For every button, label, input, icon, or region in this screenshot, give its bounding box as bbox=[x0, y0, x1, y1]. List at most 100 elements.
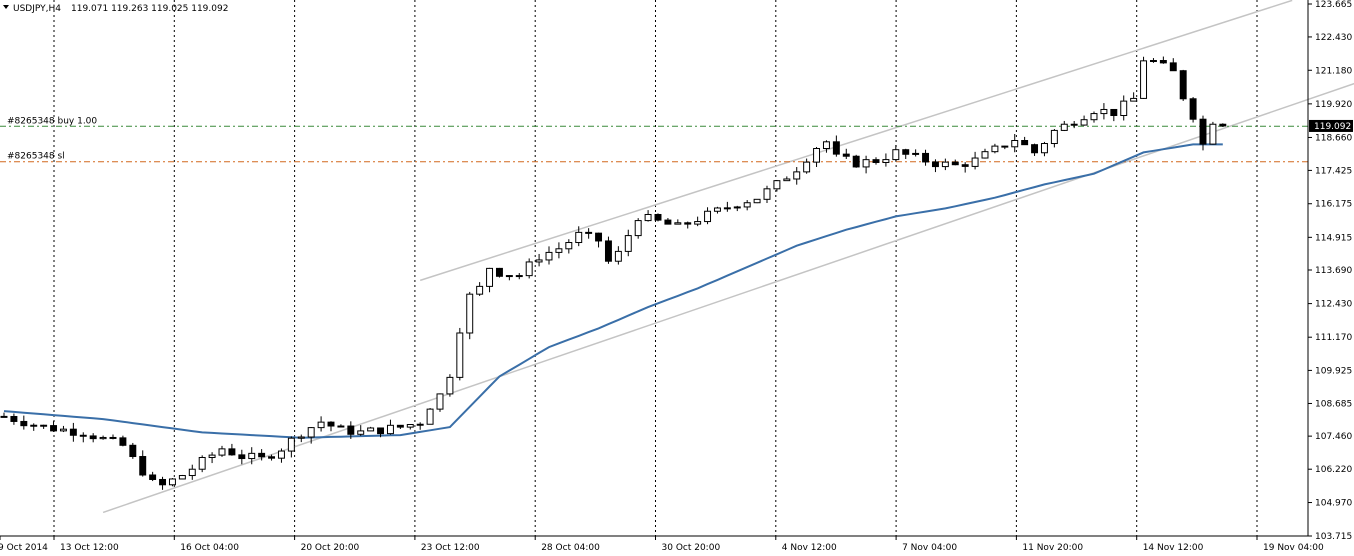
candle bbox=[89, 433, 97, 443]
x-tick-label: 19 Nov 04:00 bbox=[1263, 543, 1324, 553]
candle bbox=[208, 452, 216, 464]
y-tick-label: 122.430 bbox=[1315, 33, 1352, 43]
y-tick-label: 112.430 bbox=[1315, 300, 1352, 310]
candle bbox=[1100, 103, 1108, 120]
y-tick-label: 119.920 bbox=[1315, 100, 1352, 110]
candle bbox=[1209, 121, 1217, 145]
candle bbox=[188, 464, 196, 480]
candle bbox=[822, 140, 830, 153]
candle bbox=[971, 151, 979, 170]
x-tick-label: 14 Nov 12:00 bbox=[1143, 543, 1204, 553]
candle bbox=[803, 158, 811, 174]
trendlines[interactable] bbox=[102, 0, 1354, 514]
candle bbox=[1031, 143, 1039, 156]
candle bbox=[545, 246, 553, 265]
price-axis[interactable]: 123.665 122.430 121.180 119.920 118.660 117.4… bbox=[1308, 0, 1353, 542]
candle bbox=[575, 226, 583, 247]
candle bbox=[1021, 136, 1029, 146]
x-tick-label: 9 Oct 2014 bbox=[0, 543, 48, 553]
candle bbox=[40, 424, 48, 429]
candle bbox=[931, 159, 939, 173]
candle bbox=[1149, 58, 1157, 63]
x-tick-label: 11 Nov 20:00 bbox=[1022, 543, 1083, 553]
candle bbox=[20, 415, 28, 430]
y-tick-label: 123.665 bbox=[1315, 0, 1352, 10]
candle bbox=[1179, 69, 1187, 101]
candle bbox=[783, 176, 791, 182]
candle bbox=[852, 154, 860, 168]
candle bbox=[773, 179, 781, 192]
candle bbox=[1040, 141, 1048, 157]
candle bbox=[327, 421, 335, 432]
candle bbox=[129, 442, 137, 459]
candle bbox=[1090, 111, 1098, 123]
candle bbox=[248, 447, 256, 465]
x-tick-label: 20 Oct 20:00 bbox=[301, 543, 360, 553]
candle bbox=[892, 144, 900, 162]
y-tick-label: 121.180 bbox=[1315, 66, 1352, 76]
candle bbox=[763, 185, 771, 204]
channel-upper-line[interactable] bbox=[419, 0, 1293, 282]
candle bbox=[585, 228, 593, 239]
candle bbox=[178, 474, 186, 480]
candle bbox=[367, 426, 375, 432]
candle bbox=[1189, 97, 1197, 123]
candle bbox=[69, 422, 77, 442]
ohlc-values: 119.071 119.263 119.025 119.092 bbox=[71, 4, 228, 14]
candle bbox=[258, 449, 266, 461]
candle bbox=[218, 445, 226, 457]
candle bbox=[476, 282, 484, 296]
y-tick-label: 116.175 bbox=[1315, 200, 1352, 210]
y-tick-label: 107.460 bbox=[1315, 432, 1352, 442]
moving-average-line bbox=[3, 143, 1223, 439]
candle bbox=[466, 291, 474, 340]
candle bbox=[793, 167, 801, 185]
y-tick-label: 109.925 bbox=[1315, 366, 1352, 376]
candle bbox=[595, 232, 603, 248]
candle bbox=[238, 449, 246, 465]
candle bbox=[1140, 56, 1148, 99]
order-lines[interactable]: #8265348 buy 1.00 #8265348 sl bbox=[0, 116, 1308, 163]
candle bbox=[406, 424, 414, 430]
candle bbox=[228, 443, 236, 456]
y-tick-label: 118.660 bbox=[1315, 133, 1352, 143]
last-price-label: 119.092 bbox=[1314, 122, 1351, 132]
time-axis[interactable]: 9 Oct 2014 13 Oct 12:00 16 Oct 04:00 20 Oct… bbox=[0, 536, 1354, 553]
candle bbox=[357, 425, 365, 436]
candle bbox=[59, 425, 67, 433]
candle bbox=[10, 413, 18, 425]
candle bbox=[1011, 133, 1019, 153]
x-tick-label: 30 Oct 20:00 bbox=[662, 543, 721, 553]
moving-average bbox=[3, 143, 1223, 439]
candle bbox=[902, 148, 910, 159]
candle bbox=[634, 218, 642, 239]
y-tick-label: 104.970 bbox=[1315, 499, 1352, 509]
candle bbox=[1130, 92, 1138, 102]
candle bbox=[991, 143, 999, 154]
x-tick-label: 23 Oct 12:00 bbox=[421, 543, 480, 553]
candle bbox=[1219, 123, 1227, 127]
candle bbox=[842, 148, 850, 159]
candle bbox=[674, 219, 682, 225]
candle bbox=[941, 158, 949, 171]
triangle-down-icon[interactable] bbox=[3, 5, 9, 9]
y-tick-label: 103.715 bbox=[1315, 532, 1352, 542]
candle bbox=[268, 454, 276, 461]
candle bbox=[694, 216, 702, 227]
candle bbox=[704, 207, 712, 225]
candle bbox=[505, 275, 513, 281]
stop-loss-label: #8265348 sl bbox=[7, 152, 65, 162]
candle bbox=[30, 423, 38, 431]
candle bbox=[317, 416, 325, 432]
candle bbox=[743, 200, 751, 211]
candle bbox=[159, 476, 167, 490]
candle bbox=[654, 213, 662, 222]
candle bbox=[426, 408, 434, 425]
candle bbox=[723, 201, 731, 212]
candle bbox=[912, 149, 920, 157]
candle bbox=[832, 135, 840, 157]
candle bbox=[813, 146, 821, 168]
y-tick-label: 111.170 bbox=[1315, 333, 1352, 343]
candle bbox=[99, 435, 107, 440]
